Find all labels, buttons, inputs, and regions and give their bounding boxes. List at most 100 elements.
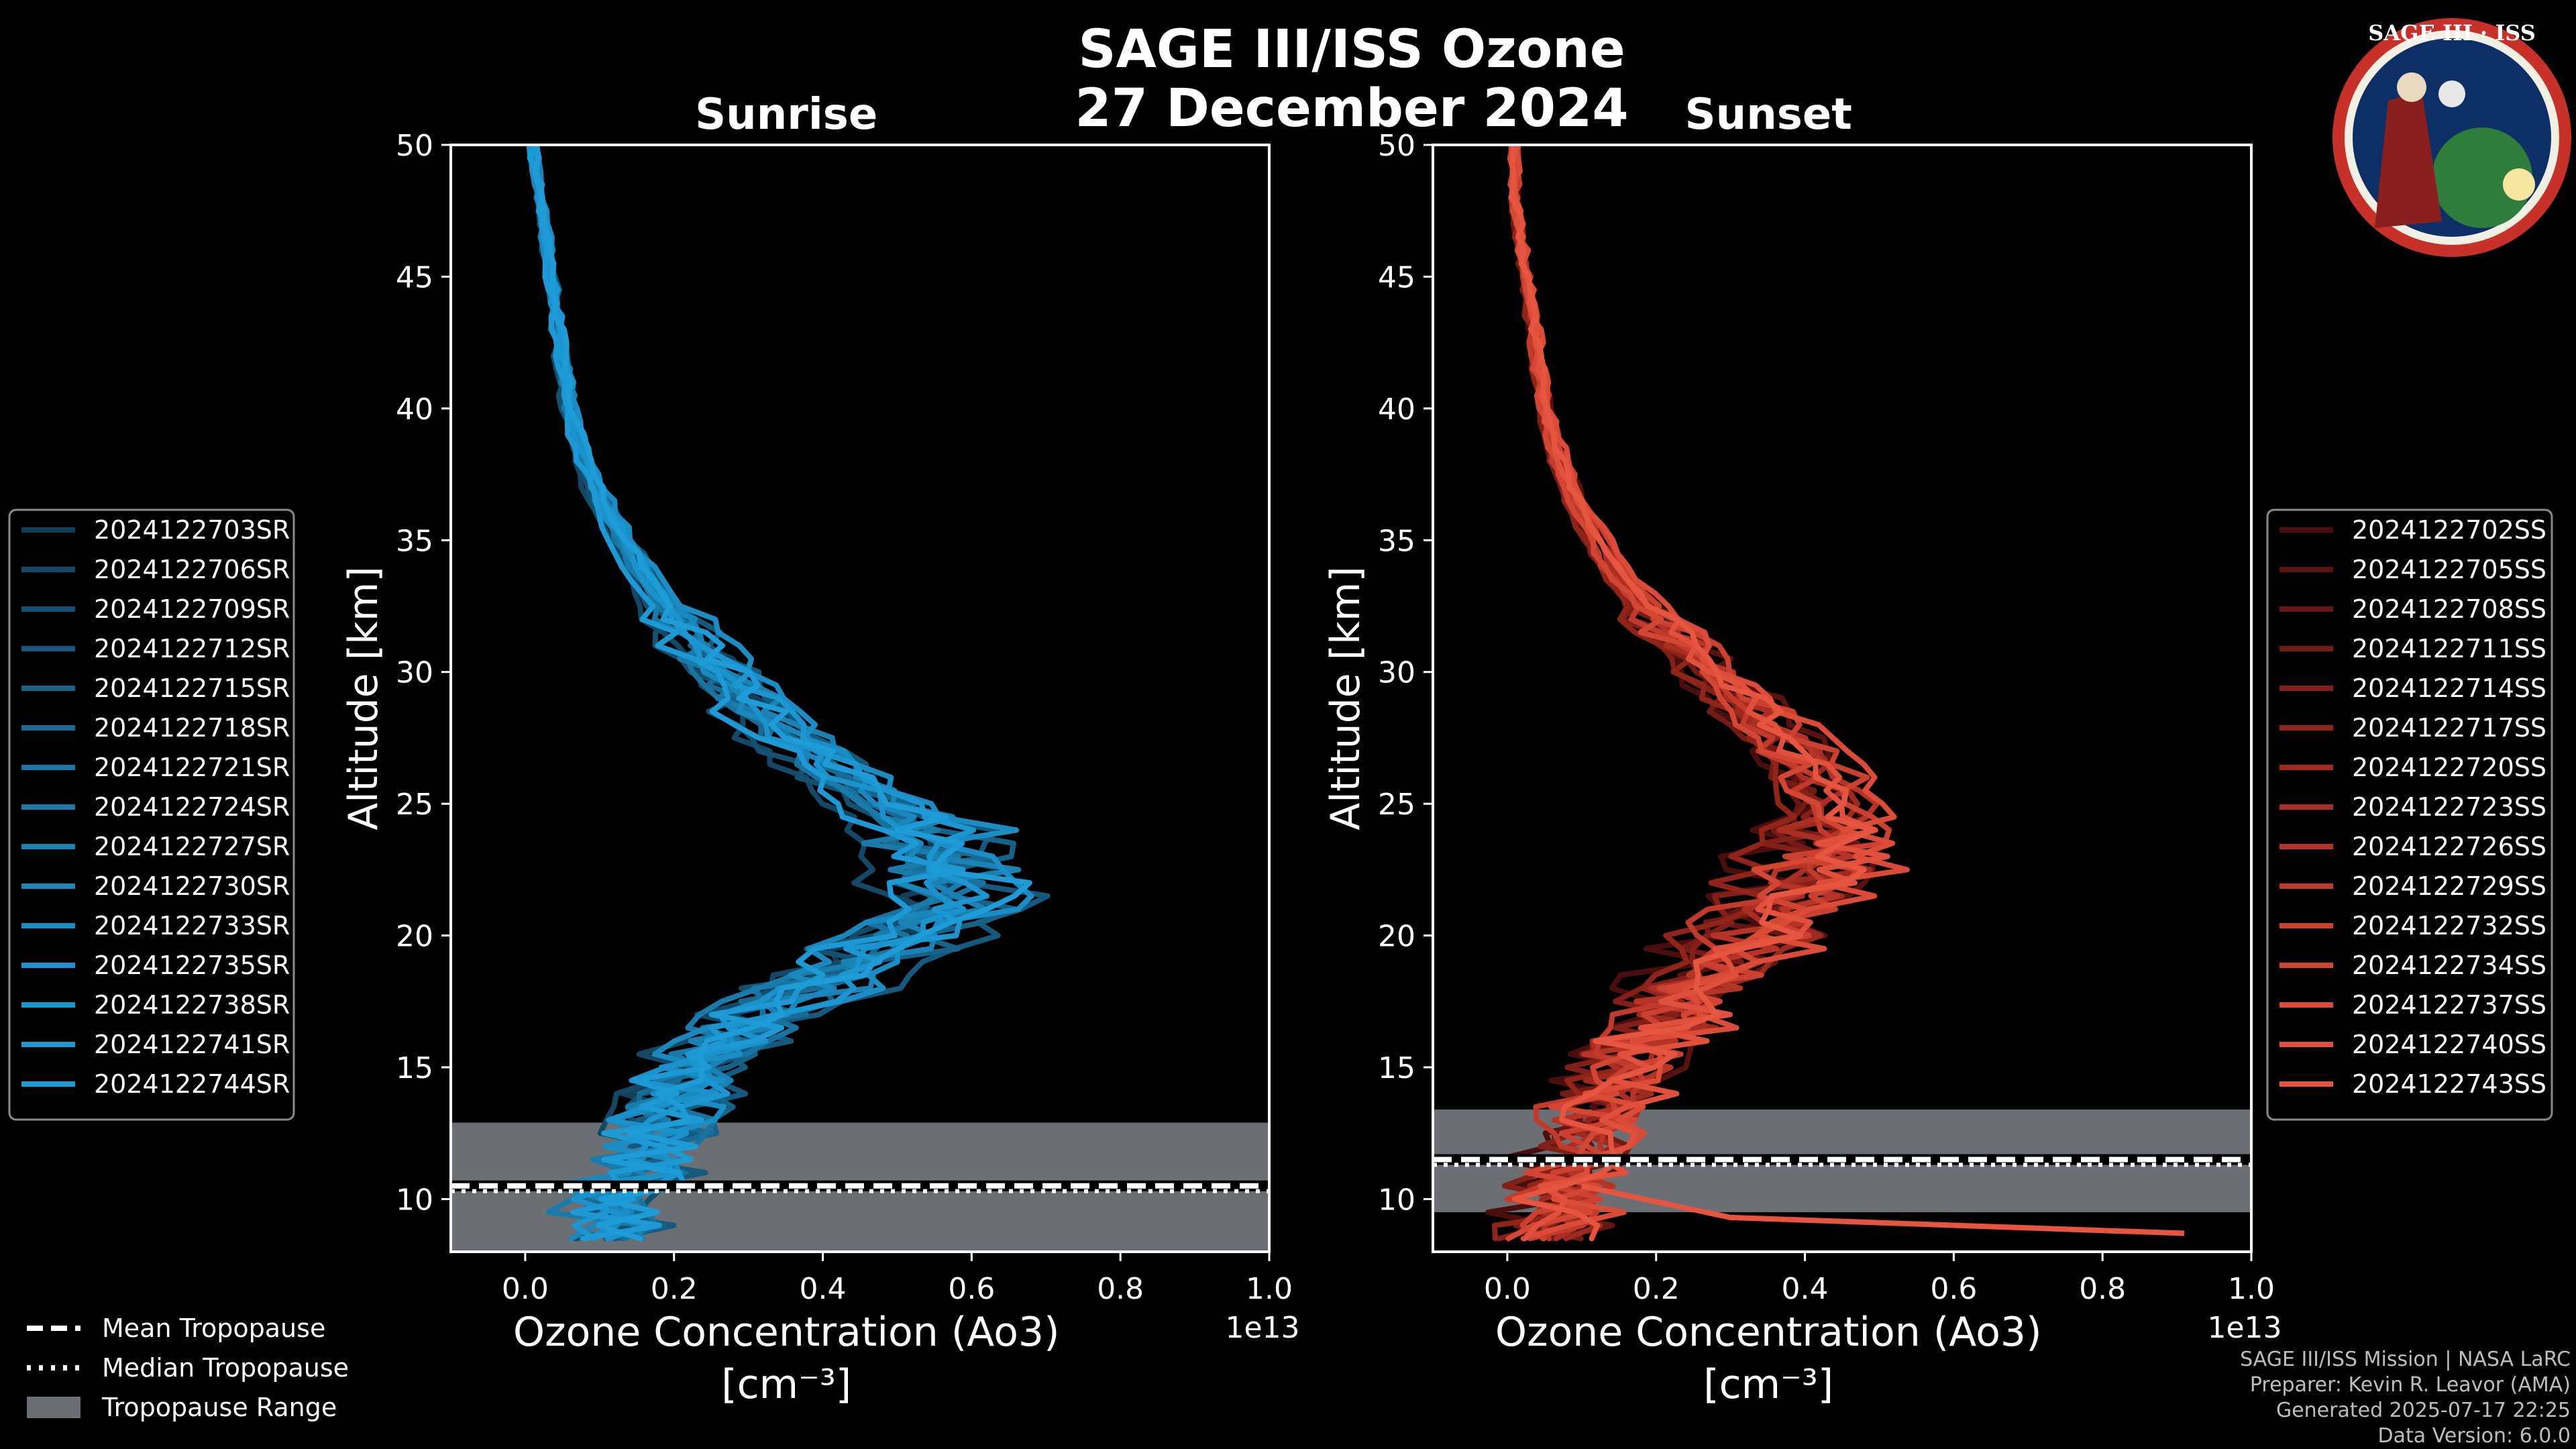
legend-label: Mean Tropopause — [102, 1313, 325, 1343]
x-axis-unit: [cm⁻³] — [1703, 1361, 1833, 1408]
x-tick-label: 1.0 — [2228, 1272, 2275, 1306]
legend-label: 2024122727SR — [94, 832, 290, 861]
y-tick-label: 25 — [396, 788, 433, 822]
legend-label: 2024122726SS — [2352, 832, 2546, 861]
legend-label: Median Tropopause — [102, 1353, 349, 1383]
y-tick-label: 50 — [396, 129, 433, 163]
y-tick-label: 35 — [1378, 524, 1415, 558]
legend-box — [8, 508, 295, 1121]
series-line-2024122715SR — [533, 145, 1019, 1242]
tropopause-legend: Mean Tropopause Median Tropopause Tropopau… — [27, 1313, 349, 1422]
panel-title: Sunset — [1685, 90, 1852, 140]
y-axis-label: Altitude [km] — [1322, 566, 1369, 830]
x-tick-label: 0.0 — [502, 1272, 549, 1306]
legend-label: 2024122733SR — [94, 911, 290, 941]
series-line-outlier — [1580, 1183, 2185, 1236]
axes-frame — [1432, 144, 2253, 1253]
x-axis-unit: [cm⁻³] — [721, 1361, 851, 1408]
legend-label: 2024122705SS — [2352, 555, 2546, 584]
x-tick-label: 0.4 — [1782, 1272, 1829, 1306]
wizard-icon — [2375, 91, 2442, 228]
series-line-2024122712SR — [530, 145, 1051, 1242]
legend-box — [2266, 508, 2553, 1121]
legend-label: 2024122703SR — [94, 515, 290, 545]
legend-label: 2024122732SS — [2352, 911, 2546, 941]
legend-label: 2024122743SS — [2352, 1069, 2546, 1099]
legend-label: 2024122724SR — [94, 792, 290, 822]
legend-label: 2024122720SS — [2352, 753, 2546, 782]
x-axis-label: Ozone Concentration (Ao3) — [513, 1309, 1060, 1356]
y-tick-label: 10 — [1378, 1183, 1415, 1217]
legend-label: 2024122708SS — [2352, 594, 2546, 624]
logo-text: SAGE III · ISS — [2368, 20, 2536, 46]
series-line-2024122723SS — [1508, 145, 1847, 1242]
footer-line: Data Version: 6.0.0 — [2378, 1424, 2571, 1448]
profile-lines — [526, 145, 1051, 1242]
earth-icon — [2432, 127, 2532, 228]
profile-lines — [1485, 145, 2185, 1242]
x-tick-label: 0.6 — [1930, 1272, 1977, 1306]
y-tick-label: 10 — [396, 1183, 433, 1217]
legend-label: 2024122715SR — [94, 674, 290, 703]
y-tick-label: 15 — [1378, 1051, 1415, 1085]
series-line-2024122738SR — [527, 145, 989, 1242]
legend-label: 2024122744SR — [94, 1069, 290, 1099]
axes-frame — [449, 144, 1271, 1253]
legend-label: 2024122721SR — [94, 753, 290, 782]
x-tick-label: 1.0 — [1246, 1272, 1293, 1306]
x-tick-label: 0.6 — [948, 1272, 995, 1306]
y-tick-label: 20 — [1378, 920, 1415, 954]
x-exponent: 1e13 — [2207, 1311, 2282, 1345]
x-tick-label: 0.2 — [651, 1272, 698, 1306]
legend-label: 2024122711SS — [2352, 634, 2546, 663]
footer-line: Generated 2025-07-17 22:25 — [2276, 1399, 2571, 1422]
y-tick-label: 45 — [396, 260, 433, 294]
legend-label: 2024122734SS — [2352, 951, 2546, 980]
footer-line: Preparer: Kevin R. Leavor (AMA) — [2250, 1373, 2571, 1397]
y-tick-label: 30 — [1378, 656, 1415, 690]
x-tick-label: 0.8 — [1097, 1272, 1144, 1306]
x-axis-label: Ozone Concentration (Ao3) — [1495, 1309, 2042, 1356]
y-tick-label: 20 — [396, 920, 433, 954]
figure-subtitle: 27 December 2024 — [1075, 78, 1628, 139]
legend-label: 2024122737SS — [2352, 990, 2546, 1020]
legend-label: 2024122702SS — [2352, 515, 2546, 545]
legend-label: 2024122730SR — [94, 871, 290, 901]
legend-label: 2024122735SR — [94, 951, 290, 980]
legend-label: Tropopause Range — [101, 1393, 337, 1422]
y-tick-label: 30 — [396, 656, 433, 690]
legend-label: 2024122712SR — [94, 634, 290, 663]
legend-label: 2024122741SR — [94, 1030, 290, 1059]
y-tick-label: 15 — [396, 1051, 433, 1085]
legend-label: 2024122709SR — [94, 594, 290, 624]
legend-label: 2024122723SS — [2352, 792, 2546, 822]
legend-label: 2024122714SS — [2352, 674, 2546, 703]
y-tick-label: 35 — [396, 524, 433, 558]
footer-credits: SAGE III/ISS Mission | NASA LaRCPreparer… — [2240, 1348, 2571, 1448]
y-tick-label: 50 — [1378, 129, 1415, 163]
sunset-panel: 0.0 0.2 0.4 0.6 0.8 1.0 10 15 20 25 30 35 40 45 50 Suns… — [1322, 90, 2282, 1408]
sunrise-panel: 0.0 0.2 0.4 0.6 0.8 1.0 10 15 20 25 30 35 40 45 50 Sunr… — [340, 90, 1300, 1408]
x-tick-label: 0.0 — [1484, 1272, 1531, 1306]
series-line-2024122708SS — [1510, 145, 1861, 1242]
sunset-legend: 2024122702SS 2024122705SS 2024122708SS 2024… — [2266, 508, 2553, 1121]
legend-label: 2024122729SS — [2352, 871, 2546, 901]
y-tick-label: 40 — [1378, 392, 1415, 427]
x-tick-label: 0.4 — [800, 1272, 847, 1306]
y-tick-label: 40 — [396, 392, 433, 427]
y-tick-label: 25 — [1378, 788, 1415, 822]
y-tick-label: 45 — [1378, 260, 1415, 294]
series-line-2024122733SR — [529, 145, 1034, 1242]
series-line-2024122741SR — [527, 145, 966, 1242]
legend-label: 2024122738SR — [94, 990, 290, 1020]
legend-fill-swatch — [27, 1397, 80, 1418]
series-line-2024122743SS — [1509, 145, 1876, 1242]
sunrise-legend: 2024122703SR 2024122706SR 2024122709SR 2024… — [8, 508, 295, 1121]
footer-line: SAGE III/ISS Mission | NASA LaRC — [2240, 1348, 2571, 1371]
series-line-2024122744SR — [531, 145, 1032, 1242]
panel-title: Sunrise — [695, 90, 877, 140]
y-axis-label: Altitude [km] — [340, 566, 387, 830]
x-exponent: 1e13 — [1225, 1311, 1299, 1345]
legend-label: 2024122718SR — [94, 713, 290, 743]
